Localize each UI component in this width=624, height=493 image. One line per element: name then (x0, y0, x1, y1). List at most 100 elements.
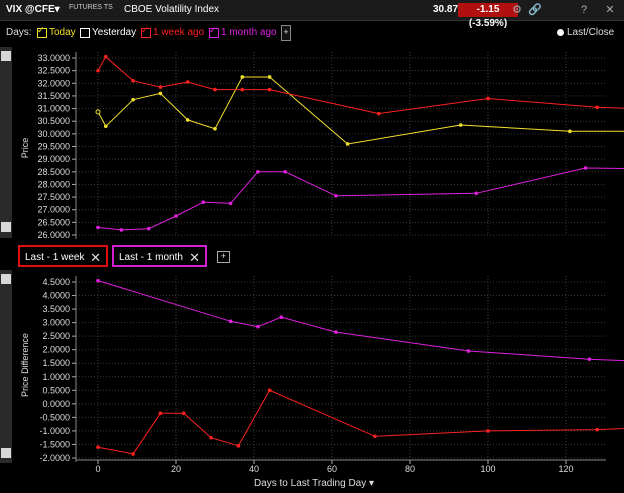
chip-close-icon[interactable]: ✕ (90, 250, 101, 265)
y-tick-label: 30.5000 (37, 116, 70, 126)
data-point (267, 75, 272, 79)
data-point (334, 330, 338, 334)
data-point (373, 434, 377, 439)
data-point (182, 411, 186, 416)
data-point (185, 80, 190, 84)
y-tick-label: 26.0000 (37, 230, 70, 240)
checkbox-1-week-ago[interactable]: 1 week ago (141, 25, 205, 38)
data-point (104, 124, 108, 129)
data-point (595, 427, 599, 432)
checkbox-1-month-ago[interactable]: 1 month ago (209, 25, 277, 38)
y-tick-label: 4.0000 (42, 291, 70, 301)
data-point (119, 228, 124, 232)
chip-last-1-month[interactable]: Last - 1 month ✕ (112, 245, 207, 267)
data-point (334, 194, 338, 198)
data-point (240, 87, 245, 92)
close-icon[interactable]: ✕ (605, 4, 615, 16)
data-point (228, 201, 233, 206)
data-point (486, 429, 490, 433)
last-close-toggle[interactable]: Last/Close (557, 27, 614, 38)
checkbox-today[interactable]: Today (37, 25, 76, 38)
y-tick-label: 31.0000 (37, 104, 70, 114)
checkbox-yesterday[interactable]: Yesterday (80, 27, 136, 38)
more-days-button[interactable]: + (281, 25, 291, 41)
data-point (345, 142, 350, 146)
checkbox-icon (209, 25, 219, 38)
instrument-name: CBOE Volatility Index (124, 4, 220, 15)
x-tick-label: 20 (171, 464, 181, 474)
data-point (96, 225, 100, 230)
y-tick-label: -1.5000 (39, 439, 70, 449)
y-tick-label: 31.5000 (37, 91, 70, 101)
data-point (256, 324, 260, 329)
chip-close-icon[interactable]: ✕ (189, 250, 200, 265)
x-tick-label: 100 (480, 464, 495, 474)
series-line-0 (97, 280, 624, 362)
change-badge: -1.15 (-3.59%) (458, 3, 518, 29)
data-point (228, 319, 233, 324)
x-axis-label[interactable]: Days to Last Trading Day ▾ (254, 478, 374, 489)
data-point (96, 445, 100, 449)
y-tick-label: 3.0000 (42, 318, 70, 328)
data-point (158, 411, 163, 416)
data-point (96, 278, 100, 283)
data-point (486, 96, 490, 101)
y-tick-label: 26.5000 (37, 217, 70, 227)
top-chart-lock-icon[interactable] (1, 222, 11, 232)
top-chart-sidebar (0, 47, 12, 238)
bottom-chart-collapse-button[interactable] (1, 274, 11, 284)
x-tick-label: 80 (405, 464, 415, 474)
data-point (595, 105, 599, 110)
add-chip-button[interactable]: + (217, 251, 230, 263)
data-point (201, 200, 206, 204)
y-tick-label: 2.0000 (42, 345, 70, 355)
link-icon[interactable]: 🔗 (528, 4, 542, 16)
days-selector-bar: Days: Today Yesterday 1 week ago 1 month… (0, 21, 624, 43)
series-line-2 (97, 167, 624, 231)
y-tick-label: 3.5000 (42, 304, 70, 314)
data-point (587, 357, 592, 361)
chip-label: Last - 1 week (25, 252, 85, 263)
last-price: 30.87 (433, 4, 459, 15)
data-point (209, 435, 213, 440)
exchange-label: FUTURES TS (69, 4, 113, 11)
data-point (583, 166, 588, 170)
price-chart: 33.0000 32.5000 32.0000 31.5000 31.0000 30.50… (20, 52, 624, 240)
y-axis-label: Price (20, 138, 30, 159)
symbol-selector[interactable]: VIX @CFE▾ (6, 4, 60, 15)
top-chart-collapse-button[interactable] (1, 51, 11, 61)
data-point (95, 109, 101, 115)
checkbox-icon (80, 27, 90, 38)
y-tick-label: 0.0000 (42, 399, 70, 409)
y-tick-label: -0.5000 (39, 412, 70, 422)
gear-icon[interactable]: ⚙ (512, 4, 522, 16)
y-tick-label: 1.5000 (42, 358, 70, 368)
y-tick-label: 2.5000 (42, 331, 70, 341)
x-tick-label: 0 (95, 464, 100, 474)
x-axis: 020406080100120140160180200220240 (76, 459, 606, 474)
checkbox-label: 1 month ago (221, 27, 277, 38)
data-point (474, 191, 479, 196)
data-point (279, 315, 284, 320)
title-bar: VIX @CFE▾ FUTURES TS CBOE Volatility Ind… (0, 0, 624, 29)
data-point (377, 111, 381, 116)
y-tick-label: 0.5000 (42, 385, 70, 395)
y-tick-label: 1.0000 (42, 372, 70, 382)
data-point (568, 129, 572, 134)
data-point (146, 226, 151, 231)
bottom-chart-lock-icon[interactable] (1, 448, 11, 458)
y-tick-label: -2.0000 (39, 453, 70, 463)
checkbox-icon (141, 25, 151, 38)
y-tick-label: 28.5000 (37, 167, 70, 177)
chip-last-1-week[interactable]: Last - 1 week ✕ (18, 245, 108, 267)
help-icon[interactable]: ? (580, 4, 588, 16)
checkbox-label: 1 week ago (153, 27, 205, 38)
data-point (458, 123, 463, 127)
x-tick-label: 40 (249, 464, 259, 474)
data-point (174, 214, 178, 218)
y-tick-label: 27.5000 (37, 192, 70, 202)
y-tick-label: 32.5000 (37, 66, 70, 76)
data-point (96, 68, 100, 73)
radio-icon (557, 29, 564, 36)
data-point (283, 169, 288, 174)
